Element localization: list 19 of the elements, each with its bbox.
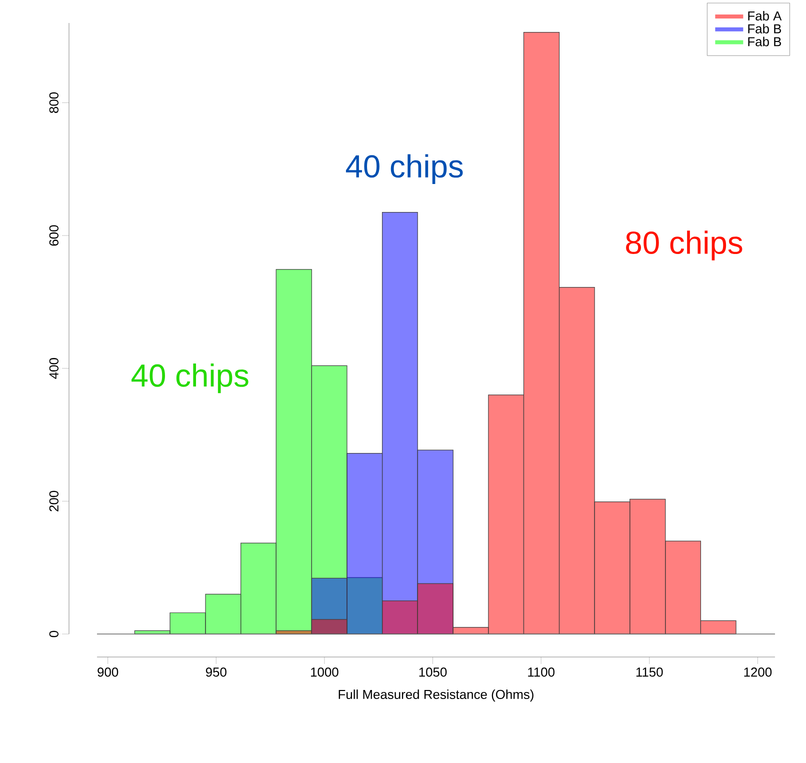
- annotation: 40 chips: [132, 363, 248, 394]
- x-tick-label: 1100: [528, 668, 554, 677]
- x-tick-label: 1200: [744, 668, 772, 677]
- x-tick-label: 950: [206, 668, 226, 677]
- x-axis-title: Full Measured Resistance (Ohms): [338, 690, 534, 702]
- x-tick-label: 1150: [636, 668, 663, 677]
- legend-label: Fab B: [748, 36, 782, 46]
- annotation: 80 chips: [626, 230, 742, 260]
- y-tick-label: 600: [49, 225, 58, 246]
- x-tick-label: 1050: [419, 668, 447, 677]
- annotation: 40 chips: [346, 154, 463, 184]
- legend-label: Fab A: [748, 11, 782, 21]
- x-tick-label: 1000: [311, 668, 338, 677]
- y-tick-label: 800: [49, 92, 58, 113]
- legend-label: Fab B: [748, 24, 782, 34]
- x-tick-label: 900: [98, 668, 118, 677]
- y-tick-label: 0: [49, 630, 58, 638]
- y-tick-label: 400: [49, 358, 58, 379]
- y-tick-label: 200: [49, 490, 58, 512]
